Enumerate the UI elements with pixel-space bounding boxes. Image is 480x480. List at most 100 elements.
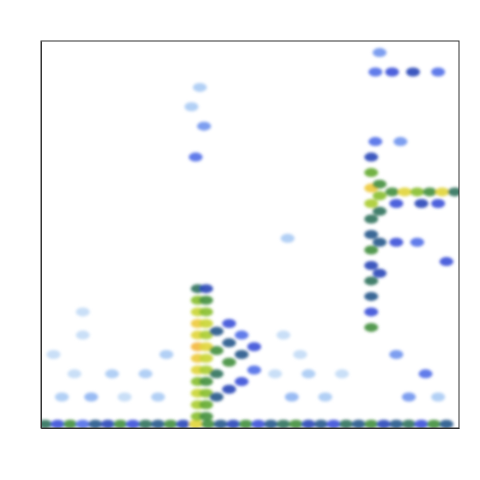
heat-cell	[199, 284, 213, 293]
heat-cell	[364, 245, 378, 254]
heat-cell	[210, 393, 224, 402]
heat-cell	[373, 191, 387, 200]
heat-cell	[247, 365, 261, 374]
heat-cell	[373, 207, 387, 216]
heat-cell	[222, 338, 236, 347]
heat-cell	[368, 137, 382, 146]
heat-cell	[389, 238, 403, 247]
heat-cell	[402, 393, 416, 402]
heat-cell	[199, 319, 213, 328]
heat-cell	[47, 350, 61, 359]
heat-cell	[327, 420, 341, 428]
plot	[38, 41, 462, 429]
heat-cell	[76, 420, 90, 428]
heat-cell	[285, 393, 299, 402]
heat-cell	[364, 323, 378, 332]
heat-cell	[235, 377, 249, 386]
heat-cell	[339, 420, 353, 428]
heat-cell	[105, 369, 119, 378]
heat-cell	[410, 187, 424, 196]
heat-cell	[222, 319, 236, 328]
heat-cell	[235, 350, 249, 359]
heat-cell	[414, 199, 428, 208]
heat-cell	[314, 420, 328, 428]
heat-cell	[151, 420, 165, 428]
heat-cell	[364, 215, 378, 224]
heat-cell	[199, 307, 213, 316]
heat-cell	[184, 102, 198, 111]
heat-cell	[318, 393, 332, 402]
heat-cell	[264, 420, 278, 428]
heat-cell	[41, 420, 52, 428]
axis-line	[41, 42, 42, 429]
heat-cell	[139, 369, 153, 378]
heat-cell	[251, 420, 265, 428]
heat-cell	[373, 269, 387, 278]
heat-cell	[139, 420, 153, 428]
heat-cell	[335, 369, 349, 378]
heat-cell	[199, 296, 213, 305]
heat-cell	[159, 350, 173, 359]
heat-cell	[448, 187, 459, 196]
heat-cell	[364, 199, 378, 208]
heat-cell	[151, 393, 165, 402]
axis-line	[42, 428, 460, 429]
heat-cell	[293, 350, 307, 359]
heat-cell	[199, 354, 213, 363]
heat-cell	[199, 400, 213, 409]
heat-cell	[193, 83, 207, 92]
heat-cell	[197, 122, 211, 131]
heat-cell	[199, 412, 213, 421]
heat-cell	[222, 358, 236, 367]
heat-cell	[189, 153, 203, 162]
heat-cell	[373, 238, 387, 247]
heat-cell	[410, 238, 424, 247]
heat-cell	[210, 369, 224, 378]
heat-cell	[276, 331, 290, 340]
heat-cell	[214, 420, 228, 428]
chart	[0, 0, 480, 480]
heat-cell	[406, 67, 420, 76]
heat-cell	[302, 420, 316, 428]
heat-cell	[201, 420, 215, 428]
heat-cell	[364, 420, 378, 428]
cell-layer	[41, 48, 459, 428]
heat-cell	[101, 420, 115, 428]
heat-cell	[235, 331, 249, 340]
heat-cell	[268, 369, 282, 378]
heat-cell	[189, 420, 203, 428]
heat-cell	[389, 420, 403, 428]
heat-cell	[364, 230, 378, 239]
heat-cell	[385, 187, 399, 196]
heat-cell	[352, 420, 366, 428]
heat-cell	[113, 420, 127, 428]
heat-cell	[419, 369, 433, 378]
y-axis	[41, 42, 42, 429]
heat-cell	[164, 420, 178, 428]
heat-cell	[364, 307, 378, 316]
heat-cell	[199, 377, 213, 386]
heat-cell	[281, 234, 295, 243]
heat-cell	[439, 420, 453, 428]
heat-cell	[67, 369, 81, 378]
heat-cell	[364, 292, 378, 301]
heat-cell	[402, 420, 416, 428]
heat-cell	[289, 420, 303, 428]
x-axis	[42, 428, 460, 429]
heat-cell	[435, 187, 449, 196]
heat-cell	[276, 420, 290, 428]
heat-cell	[431, 199, 445, 208]
heat-cell	[226, 420, 240, 428]
heat-cell	[126, 420, 140, 428]
heat-cell	[84, 393, 98, 402]
heat-cell	[389, 199, 403, 208]
heat-cell	[210, 346, 224, 355]
heat-cell	[373, 180, 387, 189]
heat-cell	[210, 327, 224, 336]
heat-cell	[364, 276, 378, 285]
heat-cell	[373, 48, 387, 57]
heat-cell	[63, 420, 77, 428]
heat-cell	[239, 420, 253, 428]
heat-cell	[364, 153, 378, 162]
heat-cell	[364, 168, 378, 177]
